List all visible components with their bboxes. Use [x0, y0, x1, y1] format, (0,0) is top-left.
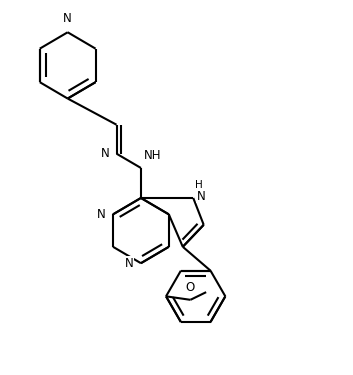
- Text: NH: NH: [144, 148, 161, 162]
- Text: H: H: [195, 180, 203, 190]
- Text: N: N: [197, 190, 205, 203]
- Text: N: N: [125, 257, 133, 270]
- Text: N: N: [101, 147, 109, 160]
- Text: N: N: [63, 12, 72, 25]
- Text: O: O: [186, 280, 195, 294]
- Text: N: N: [97, 208, 105, 221]
